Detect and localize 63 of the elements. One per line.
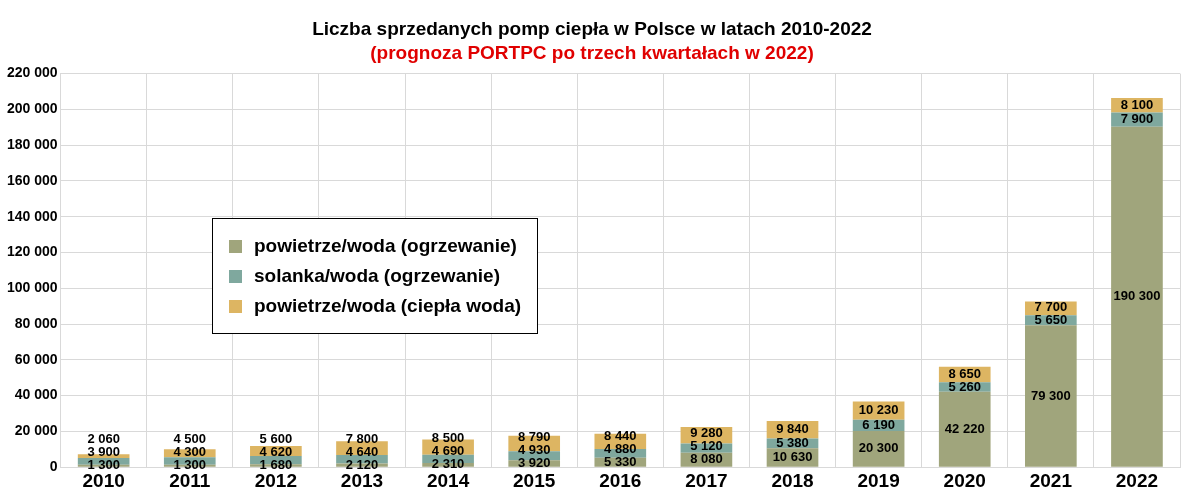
- data-label: 79 300: [1030, 387, 1071, 403]
- x-tick-label: 2017: [685, 469, 728, 491]
- legend-label: powietrze/woda (ciepła woda): [254, 295, 522, 317]
- legend-label: solanka/woda (ogrzewanie): [254, 265, 500, 287]
- y-tick-label: 160 000: [7, 171, 58, 188]
- data-label: 4 300: [173, 444, 207, 460]
- data-label: 5 120: [690, 438, 723, 454]
- x-tick-label: 2022: [1115, 469, 1159, 491]
- data-label: 20 300: [858, 440, 899, 456]
- y-tick-label: 40 000: [14, 386, 58, 403]
- data-label: 10 630: [772, 449, 813, 465]
- data-label: 4 620: [259, 444, 293, 460]
- data-label: 8 080: [690, 451, 723, 467]
- bar: [1111, 126, 1163, 467]
- x-tick-label: 2015: [513, 469, 556, 491]
- y-tick-label: 20 000: [14, 422, 58, 439]
- x-tick-label: 2014: [426, 469, 470, 491]
- y-tick-label: 200 000: [7, 100, 58, 117]
- data-label: 4 500: [173, 431, 207, 447]
- y-tick-label: 0: [49, 458, 58, 475]
- data-label: 2 060: [87, 431, 120, 447]
- x-tick-label: 2020: [943, 469, 986, 491]
- y-tick-label: 180 000: [7, 136, 58, 153]
- y-tick-label: 60 000: [14, 350, 58, 367]
- data-label: 9 280: [690, 425, 723, 441]
- bar: [1025, 325, 1077, 467]
- x-tick-label: 2012: [254, 469, 298, 491]
- x-tick-label: 2016: [599, 469, 642, 491]
- data-label: 4 690: [431, 443, 465, 459]
- y-tick-label: 100 000: [7, 279, 58, 296]
- data-label: 42 220: [944, 420, 985, 436]
- data-label: 10 230: [858, 402, 899, 418]
- data-label: 5 380: [776, 434, 809, 450]
- y-tick-label: 80 000: [14, 314, 58, 331]
- data-label: 4 930: [517, 442, 551, 458]
- data-label: 190 300: [1113, 288, 1161, 304]
- data-label: 8 650: [948, 365, 982, 381]
- y-tick-label: 220 000: [7, 64, 58, 81]
- data-label: 7 700: [1034, 298, 1068, 314]
- x-tick-label: 2021: [1029, 469, 1073, 491]
- data-label: 7 900: [1120, 111, 1154, 127]
- data-label: 8 100: [1120, 96, 1154, 112]
- data-label: 5 330: [604, 453, 637, 469]
- bar: [938, 391, 991, 467]
- x-tick-label: 2013: [340, 469, 384, 491]
- y-tick-label: 120 000: [7, 243, 58, 260]
- chart-subtitle: (prognoza PORTPC po trzech kwartałach w 2022): [370, 42, 814, 64]
- y-tick-label: 140 000: [7, 207, 58, 224]
- legend-label: powietrze/woda (ogrzewanie): [254, 235, 517, 257]
- chart-title: Liczba sprzedanych pomp ciepła w Polsce w latach 2010-2022: [312, 17, 872, 39]
- x-tick-label: 2018: [771, 469, 814, 491]
- data-label: 3 920: [517, 455, 551, 471]
- data-label: 6 190: [862, 416, 895, 432]
- data-label: 5 600: [259, 431, 293, 447]
- x-tick-label: 2019: [857, 469, 900, 491]
- data-label: 2 120: [345, 456, 379, 472]
- data-label: 7 800: [345, 430, 379, 446]
- data-label: 2 310: [431, 456, 465, 472]
- data-label: 4 640: [345, 443, 379, 459]
- data-label: 5 260: [948, 378, 982, 394]
- data-label: 4 880: [604, 440, 637, 456]
- data-label: 5 650: [1034, 311, 1068, 327]
- data-label: 9 840: [776, 421, 809, 437]
